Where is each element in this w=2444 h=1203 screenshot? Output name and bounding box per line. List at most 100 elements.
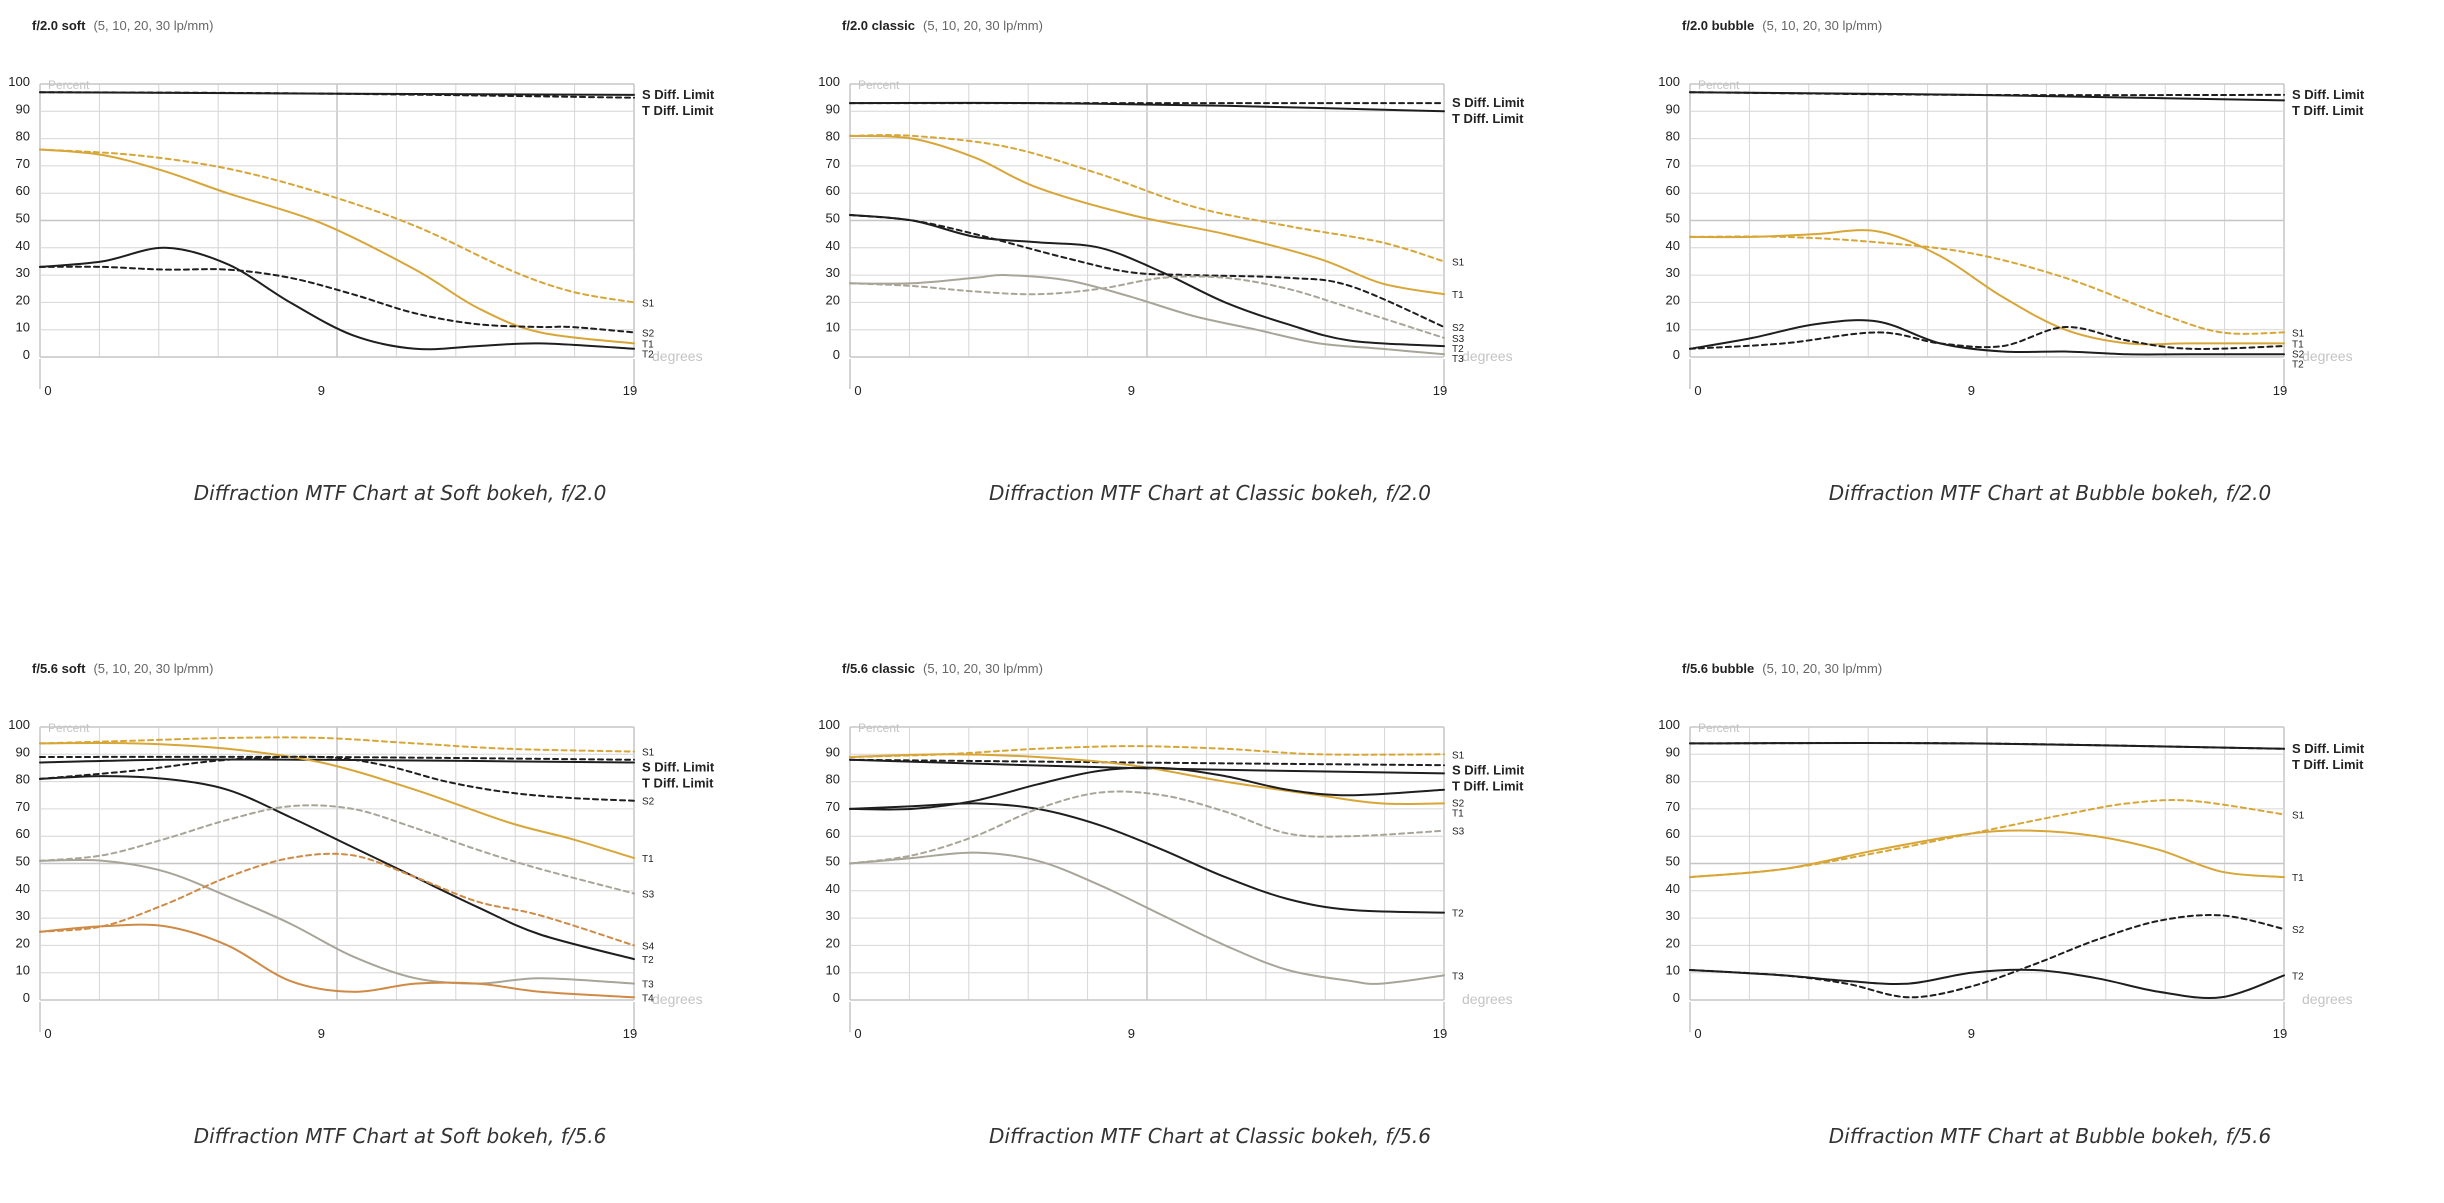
- y-tick-label: 50: [826, 211, 840, 226]
- chart-subtitle: (5, 10, 20, 30 lp/mm): [1762, 661, 1883, 676]
- y-tick-label: 0: [1673, 990, 1680, 1005]
- y-tick-label: 10: [1666, 320, 1680, 335]
- chart-title: f/5.6 bubble (5, 10, 20, 30 lp/mm): [1682, 661, 1882, 676]
- y-tick-label: 20: [1666, 935, 1680, 950]
- chart-subtitle: (5, 10, 20, 30 lp/mm): [923, 18, 1043, 33]
- y-tick-label: 50: [1666, 854, 1680, 869]
- y-axis-label: Percent: [48, 78, 90, 92]
- series-line: [39, 804, 635, 895]
- chart-subtitle: (5, 10, 20, 30 lp/mm): [93, 18, 214, 33]
- x-tick-label: 0: [1694, 383, 1701, 398]
- x-axis-label: degrees: [652, 348, 703, 364]
- x-tick-label: 19: [623, 383, 637, 398]
- series-label: S2: [1452, 798, 1465, 809]
- y-tick-label: 60: [16, 183, 30, 198]
- y-tick-label: 90: [826, 744, 840, 759]
- series-line: [39, 755, 635, 802]
- x-axis-label: degrees: [652, 991, 703, 1007]
- chart-title: f/5.6 soft (5, 10, 20, 30 lp/mm): [32, 661, 213, 676]
- chart-caption: Diffraction MTF Chart at Bubble bokeh, f…: [1828, 481, 2272, 505]
- chart-subtitle: (5, 10, 20, 30 lp/mm): [923, 661, 1043, 676]
- series-label: S Diff. Limit: [2292, 87, 2365, 102]
- mtf-chart-panel: f/2.0 bubble (5, 10, 20, 30 lp/mm) 0 10 20 30…: [1650, 0, 2444, 560]
- x-tick-label: 0: [44, 1026, 51, 1041]
- series-label: T1: [1452, 808, 1464, 819]
- series-label: S1: [2292, 810, 2305, 821]
- series-line: [1689, 229, 2285, 346]
- series-line: [849, 134, 1445, 296]
- y-axis-label: Percent: [48, 721, 90, 735]
- chart-title-main: f/2.0 classic: [842, 18, 915, 33]
- series-label: S2: [1452, 323, 1465, 334]
- y-tick-label: 50: [16, 854, 30, 869]
- series-label: T Diff. Limit: [642, 103, 714, 118]
- series-line: [39, 148, 635, 345]
- y-tick-label: 0: [23, 990, 30, 1005]
- series-line: [1689, 235, 2285, 335]
- y-tick-label: 80: [1666, 772, 1680, 787]
- y-tick-label: 40: [16, 238, 30, 253]
- y-tick-label: 70: [826, 156, 840, 171]
- chart-caption: Diffraction MTF Chart at Soft bokeh, f/5…: [193, 1124, 607, 1148]
- series-label: T Diff. Limit: [1452, 111, 1524, 126]
- x-tick-label: 9: [318, 383, 325, 398]
- y-tick-label: 40: [826, 881, 840, 896]
- series-line: [1689, 799, 2285, 879]
- series-line: [849, 753, 1445, 806]
- mtf-chart-svg: 0 10 20 30 40 50 60 70 80 90 100 0 9 19 Percent degrees…: [8, 717, 715, 1041]
- series-label: S2: [2292, 925, 2305, 936]
- chart-title-main: f/5.6 classic: [842, 661, 915, 676]
- y-tick-label: 90: [1666, 744, 1680, 759]
- y-tick-label: 10: [16, 320, 30, 335]
- y-axis-label: Percent: [858, 78, 900, 92]
- series-label: T3: [1452, 971, 1464, 982]
- y-tick-label: 70: [1666, 799, 1680, 814]
- series-line: [39, 742, 635, 859]
- series-label: T Diff. Limit: [1452, 778, 1524, 793]
- series-line: [39, 148, 635, 304]
- series-label: T1: [1452, 290, 1464, 301]
- y-tick-label: 70: [16, 156, 30, 171]
- series-line: [39, 923, 635, 999]
- y-tick-label: 30: [16, 265, 30, 280]
- chart-caption: Diffraction MTF Chart at Bubble bokeh, f…: [1828, 1124, 2272, 1148]
- y-tick-label: 20: [1666, 292, 1680, 307]
- x-tick-label: 9: [1968, 1026, 1975, 1041]
- series-label: T4: [642, 993, 654, 1004]
- series-line: [849, 851, 1445, 985]
- y-tick-label: 0: [833, 990, 840, 1005]
- series-line: [1689, 325, 2285, 350]
- series-line: [39, 91, 635, 99]
- x-axis-label: degrees: [2302, 991, 2353, 1007]
- y-tick-label: 30: [826, 908, 840, 923]
- y-tick-label: 50: [16, 211, 30, 226]
- y-tick-label: 30: [1666, 265, 1680, 280]
- x-tick-label: 0: [44, 383, 51, 398]
- y-tick-label: 80: [16, 129, 30, 144]
- x-tick-label: 0: [854, 1026, 861, 1041]
- y-tick-label: 30: [1666, 908, 1680, 923]
- series-label: S3: [642, 890, 655, 901]
- y-tick-label: 80: [826, 129, 840, 144]
- series-line: [1689, 742, 2285, 750]
- y-tick-label: 40: [826, 238, 840, 253]
- y-axis-label: Percent: [858, 721, 900, 735]
- y-tick-label: 90: [1666, 101, 1680, 116]
- series-label: S1: [1452, 750, 1465, 761]
- series-line: [39, 246, 635, 351]
- y-tick-label: 70: [826, 799, 840, 814]
- chart-title-main: f/2.0 soft: [32, 18, 86, 33]
- chart-title: f/2.0 bubble (5, 10, 20, 30 lp/mm): [1682, 18, 1882, 33]
- series-line: [849, 274, 1445, 356]
- y-tick-label: 80: [826, 772, 840, 787]
- series-label: T1: [2292, 873, 2304, 884]
- y-tick-label: 90: [16, 744, 30, 759]
- series-label: T2: [642, 955, 654, 966]
- series-line: [849, 275, 1445, 339]
- x-tick-label: 19: [1433, 383, 1447, 398]
- series-line: [849, 101, 1445, 113]
- y-tick-label: 60: [826, 183, 840, 198]
- chart-subtitle: (5, 10, 20, 30 lp/mm): [1762, 18, 1883, 33]
- y-tick-label: 100: [8, 74, 30, 89]
- x-tick-label: 9: [318, 1026, 325, 1041]
